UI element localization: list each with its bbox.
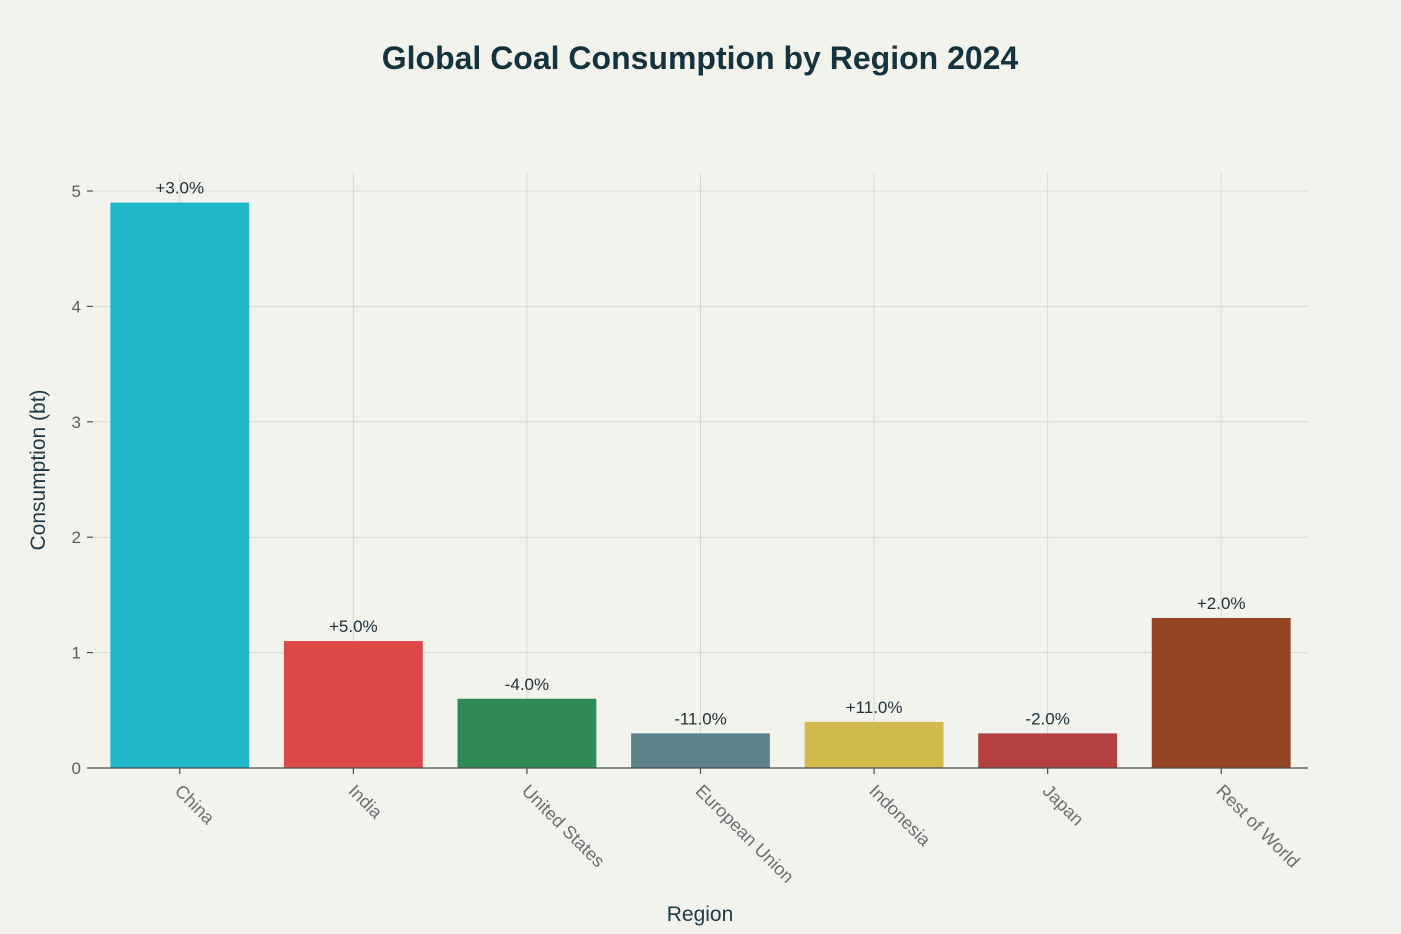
- y-tick-label: 5: [72, 182, 81, 201]
- y-tick-label: 4: [72, 297, 81, 316]
- axes: [87, 190, 1308, 774]
- y-tick-label: 3: [72, 413, 81, 432]
- bar-rest-of-world: [1151, 617, 1291, 768]
- bar-united-states: [457, 698, 597, 768]
- labels: 0 1 2 3 4 5 +3.0% China +5.0% India -4.0% United St…: [72, 179, 1304, 887]
- data-label: +5.0%: [329, 617, 378, 636]
- grid-lines: [93, 173, 1308, 768]
- bar-indonesia: [804, 721, 944, 768]
- x-tick-label: Indonesia: [865, 781, 935, 851]
- data-label: -11.0%: [674, 709, 727, 728]
- y-tick-label: 2: [72, 528, 81, 547]
- x-tick-label: China: [171, 781, 219, 829]
- data-label: -2.0%: [1025, 709, 1069, 728]
- bars: [110, 202, 1291, 769]
- y-axis-title: Consumption (bt): [27, 389, 50, 550]
- data-label: +2.0%: [1197, 594, 1246, 613]
- bar-india: [283, 641, 423, 768]
- x-tick-label: European Union: [692, 781, 798, 887]
- bar-china: [110, 202, 250, 769]
- x-tick-label: India: [345, 781, 387, 823]
- x-tick-label: United States: [518, 781, 609, 872]
- y-tick-label: 0: [72, 759, 81, 778]
- x-tick-label: Japan: [1039, 781, 1088, 830]
- data-label: +3.0%: [155, 179, 204, 198]
- bar-european-union: [631, 733, 770, 768]
- y-tick-label: 1: [72, 644, 81, 663]
- x-axis-title: Region: [667, 903, 734, 926]
- data-label: +11.0%: [846, 698, 903, 717]
- data-label: -4.0%: [505, 675, 549, 694]
- chart-title: Global Coal Consumption by Region 2024: [382, 40, 1019, 76]
- x-tick-label: Rest of World: [1212, 781, 1303, 872]
- bar-japan: [978, 733, 1118, 768]
